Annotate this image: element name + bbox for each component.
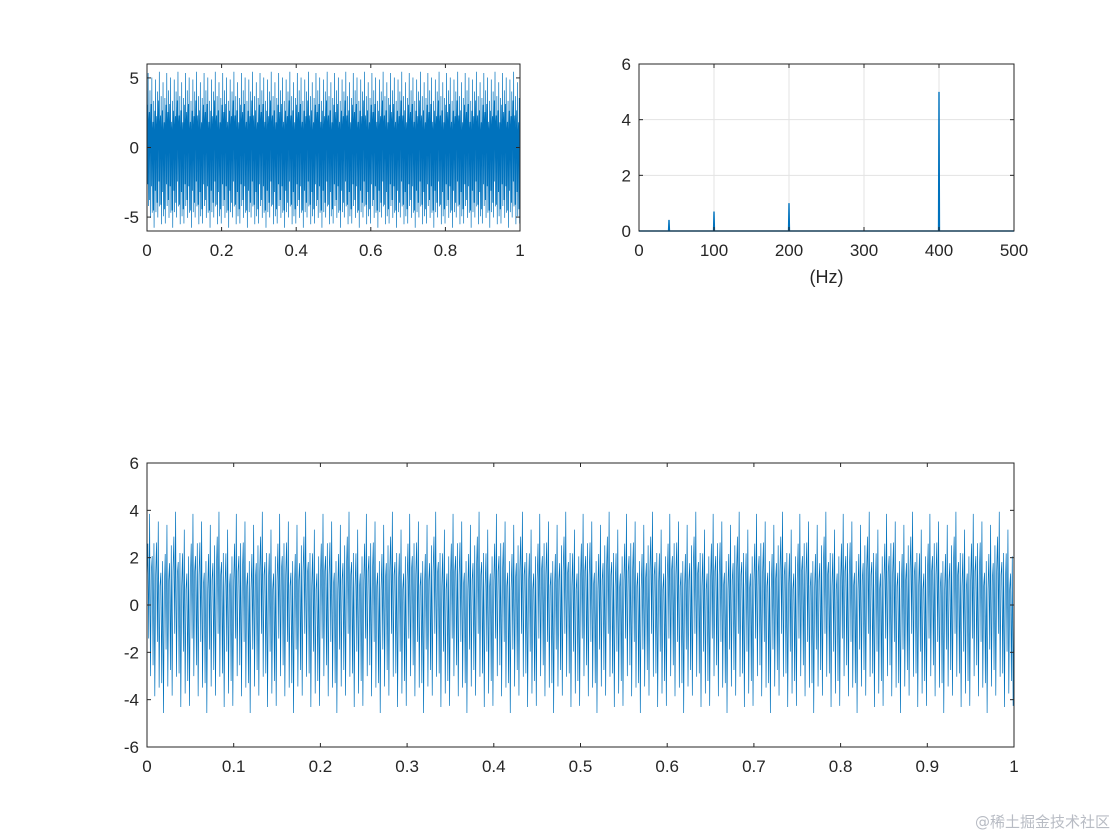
x-tick-label: 0.2 xyxy=(309,757,333,776)
y-tick-label: 4 xyxy=(622,111,631,130)
x-tick-label: 0.8 xyxy=(829,757,853,776)
x-tick-label: 1 xyxy=(515,241,524,260)
axes-spectrum: 0 100 200 300 400 500 0 2 4 6 (Hz) xyxy=(622,55,1029,287)
x-tick-label: 0 xyxy=(142,757,151,776)
axes-box xyxy=(638,63,1015,232)
y-tick-label: 6 xyxy=(622,55,631,74)
y-tick-label: 0 xyxy=(130,139,139,158)
x-tick-label: 0.8 xyxy=(434,241,458,260)
axes-filtered-signal: 0 0.1 0.2 0.3 0.4 0.5 0.6 0.7 0.8 0.9 1 -6 -4 -2 0 2 4 6 xyxy=(124,454,1019,776)
y-tick-label: 0 xyxy=(622,222,631,241)
x-tick-label: 100 xyxy=(700,241,728,260)
x-tick-label: 500 xyxy=(1000,241,1028,260)
y-tick-label: 2 xyxy=(130,549,139,568)
x-tick-label: 0.5 xyxy=(569,757,593,776)
x-tick-label: 200 xyxy=(775,241,803,260)
y-tick-label: 5 xyxy=(130,69,139,88)
x-tick-label: 0.2 xyxy=(210,241,234,260)
x-tick-label: 0.6 xyxy=(655,757,679,776)
x-tick-label: 0.4 xyxy=(482,757,506,776)
y-tick-label: 4 xyxy=(130,501,139,520)
x-tick-label: 0 xyxy=(634,241,643,260)
x-tick-label: 0 xyxy=(142,241,151,260)
x-tick-label: 0.3 xyxy=(395,757,419,776)
plot-area xyxy=(639,64,1014,231)
watermark-text: @稀土掘金技术社区 xyxy=(974,813,1110,831)
y-tick-label: -4 xyxy=(124,691,139,710)
x-tick-label: 0.9 xyxy=(915,757,939,776)
y-tick-label: -6 xyxy=(124,738,139,757)
series-line xyxy=(146,511,1015,714)
series-line xyxy=(146,71,521,228)
x-tick-label: 300 xyxy=(850,241,878,260)
x-axis-label: (Hz) xyxy=(810,267,844,287)
y-tick-label: -5 xyxy=(124,208,139,227)
axes-time-signal: 0 0.2 0.4 0.6 0.8 1-505 xyxy=(124,63,525,260)
y-tick-label: -2 xyxy=(124,643,139,662)
x-tick-label: 0.1 xyxy=(222,757,246,776)
x-tick-label: 0.6 xyxy=(359,241,383,260)
y-tick-label: 2 xyxy=(622,166,631,185)
x-tick-label: 0.7 xyxy=(742,757,766,776)
y-tick-label: 6 xyxy=(130,454,139,473)
x-tick-label: 400 xyxy=(925,241,953,260)
x-tick-label: 1 xyxy=(1009,757,1018,776)
x-tick-label: 0.4 xyxy=(284,241,308,260)
y-tick-label: 0 xyxy=(130,596,139,615)
